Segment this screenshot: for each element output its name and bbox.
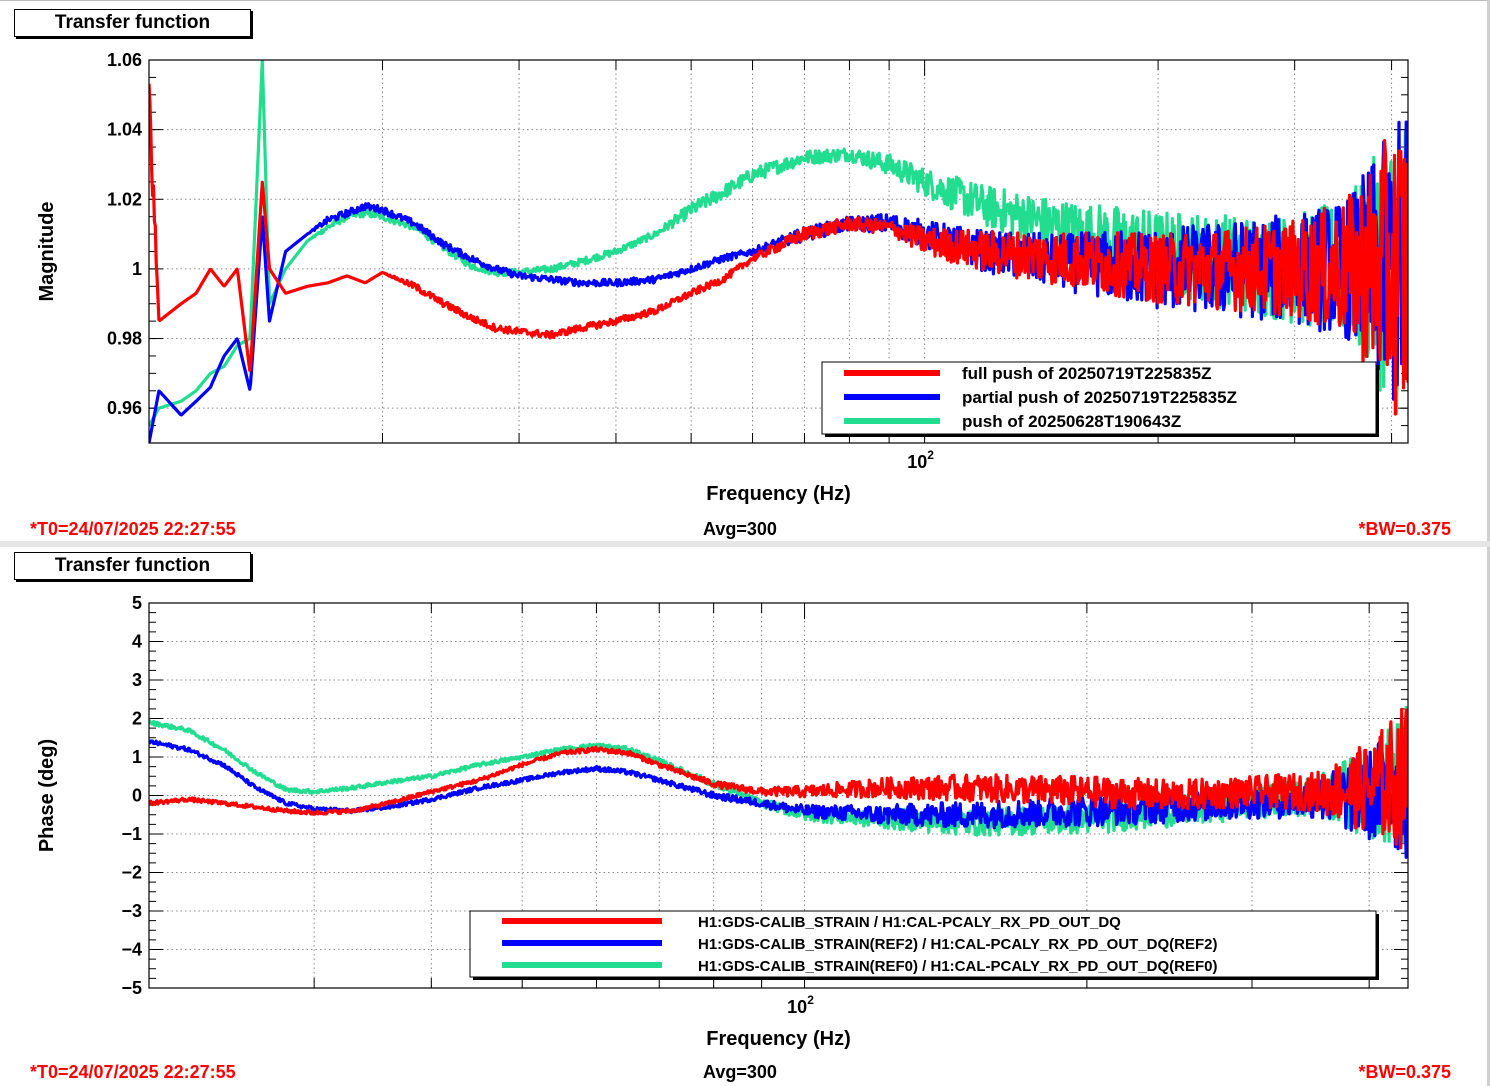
plot-frame	[148, 602, 1409, 989]
magnitude-pad: Transfer function 1.06 1.04 1.02 1 0.98 0.96 1…	[0, 0, 1490, 541]
y-tick-label: 4	[132, 632, 142, 652]
series-line	[149, 705, 1408, 844]
x-tick-exponent: 2	[807, 993, 814, 1007]
y-tick-label: 1	[132, 747, 142, 767]
y-axis-label: Magnitude	[36, 202, 58, 302]
x-tick-base: 10	[907, 452, 927, 472]
y-tick-label: −2	[121, 863, 142, 883]
y-tick-label: 5	[132, 593, 142, 613]
avg-label: Avg=300	[703, 1062, 777, 1082]
y-tick-label: 1.06	[107, 50, 142, 70]
y-tick-label: 0.96	[107, 398, 142, 418]
legend-entry: full push of 20250719T225835Z	[962, 364, 1211, 383]
x-tick-exponent: 2	[927, 448, 934, 462]
x-axis-label: Frequency (Hz)	[706, 483, 850, 505]
series-line	[149, 83, 1408, 416]
legend-entry: push of 20250628T190643Z	[962, 412, 1181, 431]
pad-title: Transfer function	[14, 9, 251, 37]
plot-frame	[148, 59, 1409, 444]
t0-label: *T0=24/07/2025 22:27:55	[30, 1062, 236, 1082]
y-tick-label: −3	[121, 901, 142, 921]
series-line	[149, 707, 1408, 850]
legend-entry: partial push of 20250719T225835Z	[962, 388, 1237, 407]
series-group	[149, 705, 1408, 859]
y-tick-label: 1	[132, 259, 142, 279]
y-tick-label: −4	[121, 940, 142, 960]
series-line	[149, 60, 1408, 427]
bw-label: *BW=0.375	[1358, 1062, 1451, 1082]
x-tick-base: 10	[787, 997, 807, 1017]
legend-entry: H1:GDS-CALIB_STRAIN(REF0) / H1:CAL-PCALY…	[698, 958, 1218, 975]
pad-divider	[0, 541, 1490, 547]
series-group	[149, 60, 1408, 443]
magnitude-plot: 1.06 1.04 1.02 1 0.98 0.96 102 Frequency (Hz) Ma…	[36, 50, 1409, 505]
y-tick-label: 0.98	[107, 329, 142, 349]
y-tick-label: 0	[132, 786, 142, 806]
x-tick-label: 102	[907, 448, 934, 472]
x-axis-label: Frequency (Hz)	[706, 1028, 850, 1050]
y-tick-label: 1.02	[107, 189, 142, 209]
avg-label: Avg=300	[703, 519, 777, 539]
bw-label: *BW=0.375	[1358, 519, 1451, 539]
y-tick-label: −5	[121, 978, 142, 998]
y-axis-label: Phase (deg)	[36, 739, 58, 852]
legend-entry: H1:GDS-CALIB_STRAIN / H1:CAL-PCALY_RX_PD…	[698, 914, 1121, 931]
t0-label: *T0=24/07/2025 22:27:55	[30, 519, 236, 539]
pad-title: Transfer function	[14, 552, 251, 580]
x-tick-label: 102	[787, 993, 814, 1017]
legend-entry: H1:GDS-CALIB_STRAIN(REF2) / H1:CAL-PCALY…	[698, 936, 1218, 953]
y-tick-label: −1	[121, 824, 142, 844]
y-tick-label: 1.04	[107, 120, 142, 140]
y-tick-label: 3	[132, 670, 142, 690]
y-tick-label: 2	[132, 709, 142, 729]
phase-pad: Transfer function 5 4 3 2 1 0 −1 −2 −3 −4 −5 102 Fre…	[0, 547, 1490, 1086]
